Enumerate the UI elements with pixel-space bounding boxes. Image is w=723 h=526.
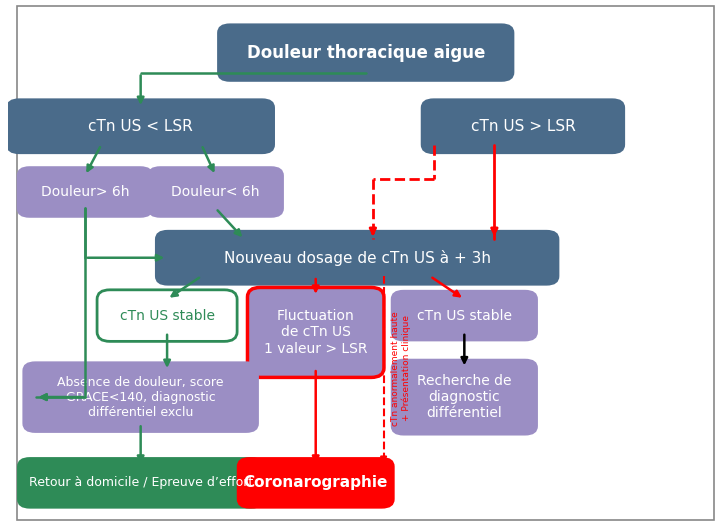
FancyBboxPatch shape <box>17 166 153 218</box>
FancyBboxPatch shape <box>247 287 384 378</box>
FancyBboxPatch shape <box>390 359 538 436</box>
Text: cTn US stable: cTn US stable <box>417 309 512 322</box>
FancyBboxPatch shape <box>390 290 538 341</box>
Text: Coronarographie: Coronarographie <box>244 476 388 490</box>
FancyBboxPatch shape <box>236 457 395 509</box>
FancyBboxPatch shape <box>147 166 284 218</box>
Text: Retour à domicile / Epreuve d’effort: Retour à domicile / Epreuve d’effort <box>28 477 253 489</box>
FancyBboxPatch shape <box>217 23 514 82</box>
Text: Fluctuation
de cTn US
1 valeur > LSR: Fluctuation de cTn US 1 valeur > LSR <box>264 309 367 356</box>
Text: cTn US > LSR: cTn US > LSR <box>471 119 576 134</box>
FancyBboxPatch shape <box>17 457 265 509</box>
Text: Douleur< 6h: Douleur< 6h <box>171 185 260 199</box>
FancyBboxPatch shape <box>421 98 625 154</box>
Text: Douleur> 6h: Douleur> 6h <box>40 185 129 199</box>
FancyBboxPatch shape <box>155 230 560 286</box>
FancyBboxPatch shape <box>22 361 259 433</box>
Text: cTn US < LSR: cTn US < LSR <box>88 119 193 134</box>
Text: Recherche de
diagnostic
différentiel: Recherche de diagnostic différentiel <box>417 374 512 420</box>
FancyBboxPatch shape <box>7 98 275 154</box>
FancyBboxPatch shape <box>97 290 237 341</box>
Text: cTn US stable: cTn US stable <box>119 309 215 322</box>
Text: Absence de douleur, score
GRACE<140, diagnostic
différentiel exclu: Absence de douleur, score GRACE<140, dia… <box>57 376 224 419</box>
Text: Nouveau dosage de cTn US à + 3h: Nouveau dosage de cTn US à + 3h <box>223 250 491 266</box>
FancyBboxPatch shape <box>17 6 714 520</box>
Text: cTn anormalement haute
+ Présentation clinique: cTn anormalement haute + Présentation cl… <box>390 311 411 426</box>
Text: Douleur thoracique aigue: Douleur thoracique aigue <box>247 44 485 62</box>
